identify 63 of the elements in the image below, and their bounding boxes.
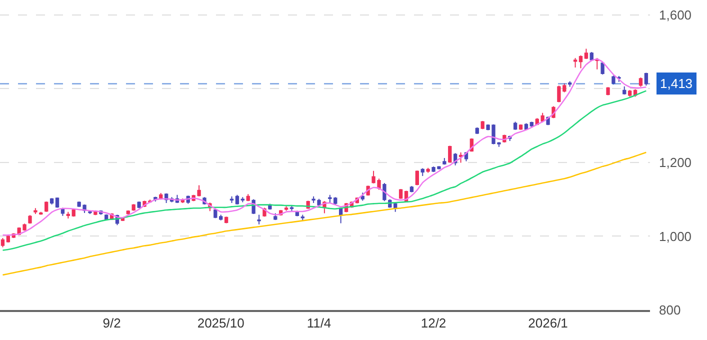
candlestick (34, 208, 38, 215)
candlestick (573, 57, 578, 68)
y-tick-label: 1,000 (659, 228, 692, 244)
candlestick (568, 80, 572, 88)
line-series (2, 58, 647, 236)
candlestick (50, 198, 54, 205)
candlestick (448, 145, 452, 164)
candlestick (137, 201, 141, 209)
candlestick (66, 211, 70, 219)
candlestick (214, 208, 218, 219)
candlestick (475, 126, 479, 134)
candlestick (638, 77, 643, 88)
x-tick-label: 9/2 (102, 315, 121, 330)
candlestick (28, 214, 32, 224)
candlestick (328, 194, 332, 204)
x-tick-label: 2025/10 (197, 315, 244, 330)
candlestick (518, 124, 523, 130)
candlestick (480, 120, 484, 130)
candlestick (398, 188, 403, 200)
candlestick (426, 167, 430, 174)
x-tick-label: 11/4 (306, 315, 332, 330)
candlestick (230, 196, 234, 204)
candlestick (590, 52, 594, 62)
candlestick (382, 182, 386, 202)
candlestick (628, 90, 632, 98)
candlestick (0, 238, 5, 248)
candlestick (606, 86, 610, 96)
candlestick (334, 196, 338, 205)
candlestick (612, 75, 616, 86)
candlestick (132, 204, 136, 212)
x-tick-label: 12/2 (420, 315, 446, 330)
candlestick (72, 208, 76, 218)
line-series (2, 90, 647, 251)
candlestick (578, 54, 583, 69)
candlestick (257, 214, 261, 225)
candlestick (6, 234, 10, 243)
y-tick-label: 1,600 (659, 7, 692, 22)
candlestick (240, 196, 244, 203)
line-series (2, 152, 647, 276)
y-tick-label: 800 (659, 302, 681, 318)
x-tick-label: 2026/1 (528, 315, 568, 330)
candlestick (458, 152, 463, 164)
candlestick (246, 194, 250, 202)
candlestick (584, 48, 588, 60)
candlestick (415, 170, 419, 186)
candlestick (224, 216, 228, 224)
candlestick (513, 121, 518, 130)
candlestick (644, 72, 648, 86)
candlestick (600, 62, 604, 76)
candlestick (219, 214, 223, 221)
candlestick (300, 214, 304, 221)
candlestick (235, 194, 240, 205)
candlestick (44, 201, 48, 212)
candlestick (290, 205, 294, 212)
candlestick (622, 86, 626, 95)
candlestick (55, 196, 60, 208)
y-tick-label: 1,200 (659, 154, 692, 170)
candlestick (410, 186, 414, 193)
candlestick (360, 192, 364, 202)
candlestick (420, 168, 424, 177)
candlestick (284, 206, 288, 212)
candlestick (442, 157, 446, 166)
ref-line-label: 1,413 (660, 76, 693, 91)
